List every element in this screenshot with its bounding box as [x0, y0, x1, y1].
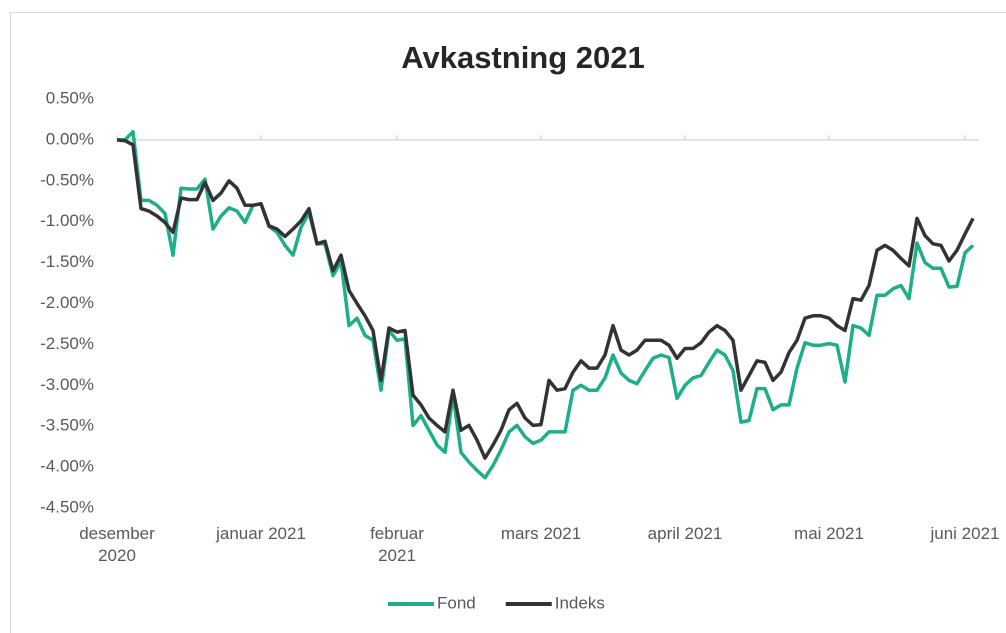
- y-tick-label: -2.00%: [40, 293, 94, 312]
- y-tick-label: -2.50%: [40, 334, 94, 353]
- legend-label: Indeks: [555, 593, 605, 612]
- y-tick-label: 0.50%: [46, 88, 94, 107]
- y-tick-label: -4.00%: [40, 457, 94, 476]
- x-tick-label: juni 2021: [930, 524, 1000, 543]
- x-tick-label: mai 2021: [794, 524, 864, 543]
- x-tick-label: april 2021: [647, 524, 723, 543]
- chart-title: Avkastning 2021: [401, 40, 645, 75]
- y-tick-label: -4.50%: [40, 497, 94, 516]
- x-tick-label: desember 2020: [79, 524, 155, 565]
- x-tick-label: februar 2021: [370, 524, 424, 565]
- y-tick-label: 0.00%: [46, 129, 94, 148]
- y-tick-label: -3.00%: [40, 375, 94, 394]
- legend-label: Fond: [437, 593, 476, 612]
- series-line: [116, 138, 975, 460]
- chart-frame: [10, 12, 1006, 633]
- y-tick-label: -3.50%: [40, 416, 94, 435]
- y-tick-label: -0.50%: [40, 170, 94, 189]
- x-tick-label: mars 2021: [500, 524, 582, 543]
- y-tick-label: -1.50%: [40, 252, 94, 271]
- y-tick-label: -1.00%: [40, 211, 94, 230]
- x-tick-label: januar 2021: [216, 524, 306, 543]
